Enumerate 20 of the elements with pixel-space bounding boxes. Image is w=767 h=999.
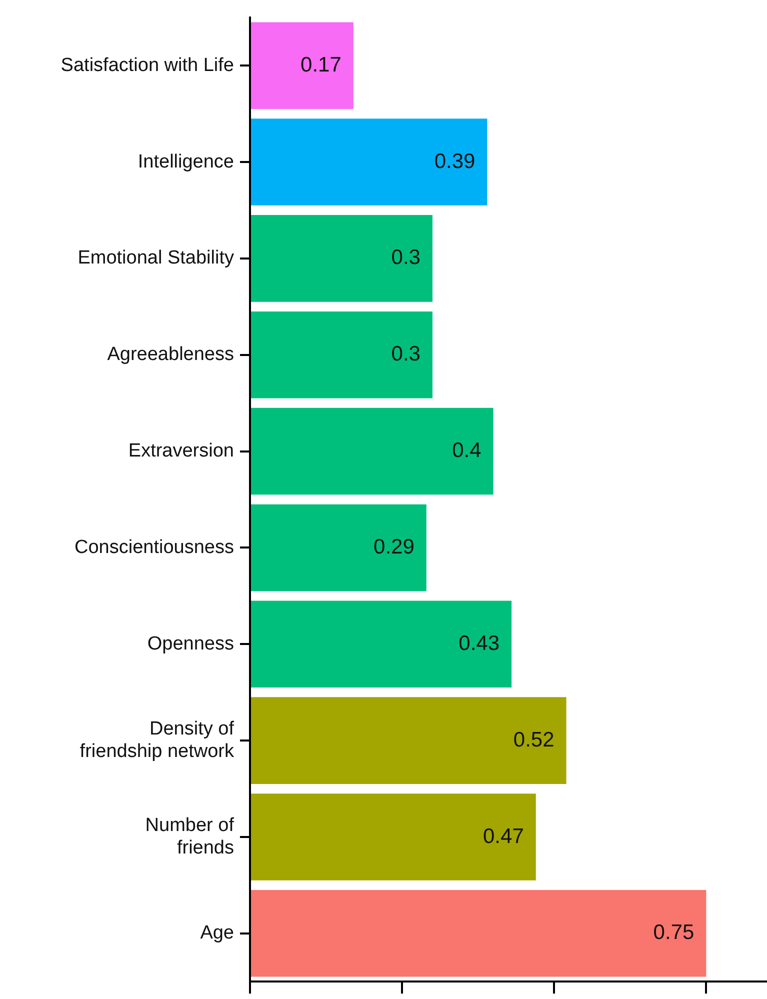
- data-label: 0.4: [452, 439, 482, 462]
- data-label: 0.75: [653, 921, 694, 944]
- y-tick-label: Intelligence: [138, 151, 234, 172]
- data-label: 0.3: [391, 246, 420, 270]
- y-tick-label: Agreeableness: [107, 344, 234, 366]
- data-label: 0.29: [374, 536, 414, 559]
- y-tick-label: Satisfaction with Life: [60, 54, 234, 76]
- y-tick-label: Density of friendship network: [80, 718, 235, 762]
- y-tick-label: Number of friends: [145, 814, 235, 859]
- y-tick-label: Extraversion: [128, 440, 234, 462]
- data-label: 0.17: [300, 53, 342, 76]
- data-label: 0.43: [458, 632, 500, 655]
- y-tick-label: Openness: [147, 633, 234, 654]
- y-tick-label: Emotional Stability: [78, 248, 234, 269]
- data-label: 0.39: [434, 150, 476, 173]
- data-label: 0.3: [391, 342, 420, 366]
- data-label: 0.47: [482, 824, 524, 848]
- data-label: 0.52: [513, 728, 554, 752]
- y-tick-label: Conscientiousness: [74, 536, 234, 558]
- y-tick-label: Age: [200, 922, 234, 944]
